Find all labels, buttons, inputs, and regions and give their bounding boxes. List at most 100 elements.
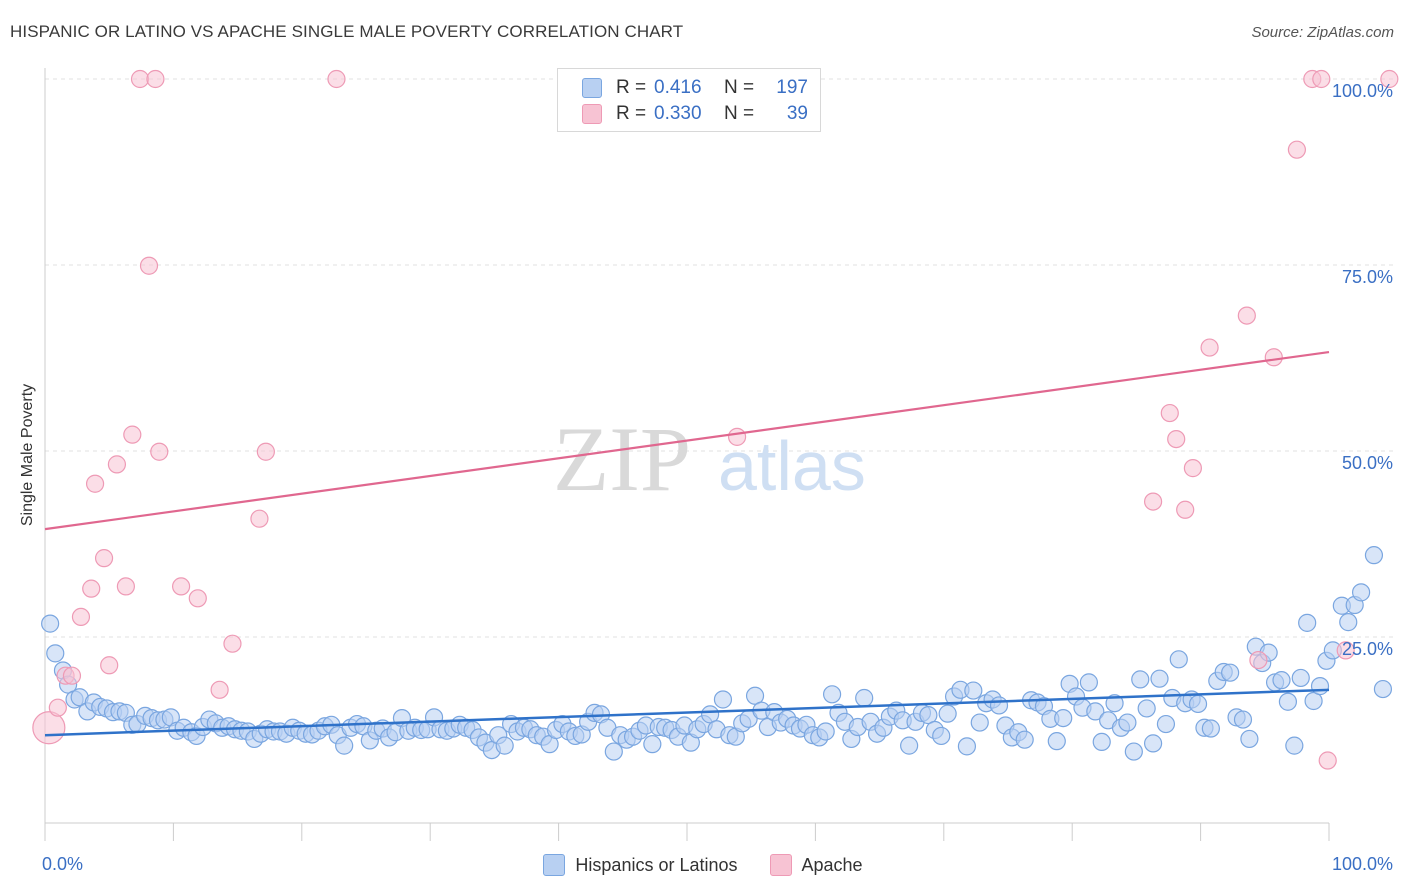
- hispanics-point: [1285, 736, 1304, 755]
- hispanics-point: [1291, 668, 1310, 688]
- apache-point: [100, 656, 119, 675]
- hispanics-point: [1047, 732, 1066, 751]
- apache-point: [1318, 751, 1337, 770]
- x-tick-label: 100.0%: [1332, 854, 1393, 874]
- n-label: N =: [724, 77, 755, 98]
- hispanics-point: [932, 726, 951, 746]
- apache-point: [327, 69, 346, 89]
- hispanics-point: [495, 736, 514, 755]
- watermark: ZIP atlas: [553, 408, 866, 510]
- hispanics-point: [41, 614, 60, 633]
- apache-point: [1287, 140, 1307, 159]
- legend-swatch-blue: [582, 78, 602, 98]
- legend-label-apache: Apache: [801, 854, 863, 875]
- apache-point: [256, 442, 275, 461]
- hispanics-point: [1339, 613, 1358, 632]
- hispanics-point: [1156, 714, 1176, 734]
- hispanics-point: [1240, 729, 1259, 749]
- apache-point: [1380, 69, 1399, 89]
- r-label: R =: [616, 77, 647, 98]
- apache-point: [210, 680, 229, 699]
- hispanics-point: [989, 696, 1009, 715]
- apache-point: [1176, 500, 1195, 519]
- apache-point: [139, 256, 159, 275]
- legend-swatch-pink: [582, 104, 602, 124]
- apache-point: [146, 69, 165, 89]
- trend-lines: [44, 350, 1330, 737]
- apache-point: [1160, 403, 1179, 423]
- apache-point: [62, 666, 82, 685]
- hispanics-point: [938, 704, 957, 723]
- apache-point: [1237, 306, 1256, 325]
- r-label: R =: [616, 103, 647, 124]
- apache-point: [1183, 459, 1202, 478]
- hispanics-point: [1364, 546, 1384, 565]
- series-apache-points: [32, 69, 1399, 770]
- apache-point: [116, 577, 135, 596]
- apache-trend-line: [44, 350, 1330, 531]
- axes: [44, 68, 1330, 841]
- legend-swatch-pink: [769, 854, 792, 876]
- apache-point: [82, 579, 101, 598]
- hispanics-point: [1079, 673, 1098, 692]
- hispanics-point: [1221, 663, 1240, 682]
- grid-lines: [45, 78, 1395, 638]
- apache-point: [1336, 641, 1355, 660]
- y-tick-label: 25.0%: [1342, 639, 1393, 659]
- hispanics-point: [1124, 742, 1143, 761]
- hispanics-trend-line: [44, 688, 1330, 737]
- apache-point: [1249, 650, 1268, 670]
- apache-point: [123, 425, 142, 444]
- n-label: N =: [724, 103, 755, 124]
- hispanics-point: [1143, 734, 1163, 753]
- apache-point: [150, 442, 169, 461]
- apache-point: [1264, 348, 1283, 367]
- apache-point: [727, 427, 747, 446]
- hispanics-point: [46, 644, 65, 663]
- watermark-zip: ZIP: [553, 408, 691, 510]
- hispanics-point: [1137, 699, 1156, 718]
- apache-point: [223, 634, 242, 653]
- hispanics-point: [1015, 730, 1034, 749]
- legend-item-hispanics: Hispanics or Latinos: [543, 854, 738, 876]
- hispanics-point: [1118, 713, 1137, 732]
- legend-row-apache: R = 0.330 N = 39: [582, 101, 808, 127]
- hispanics-point: [1086, 702, 1105, 721]
- hispanics-point: [1278, 692, 1298, 711]
- legend-label-hispanics: Hispanics or Latinos: [575, 854, 738, 875]
- chart-title: HISPANIC OR LATINO VS APACHE SINGLE MALE…: [10, 22, 684, 41]
- hispanics-point: [604, 742, 623, 761]
- legend-row-hispanics: R = 0.416 N = 197: [582, 75, 808, 101]
- hispanics-point: [1373, 679, 1393, 699]
- apache-point: [94, 549, 114, 568]
- hispanics-point: [964, 681, 983, 700]
- apache-point: [1312, 69, 1331, 89]
- apache-point: [250, 509, 269, 528]
- apache-point: [107, 455, 127, 474]
- series-hispanics-points: [41, 546, 1393, 761]
- apache-point: [172, 577, 191, 596]
- hispanics-point: [1272, 671, 1291, 690]
- hispanics-point: [1201, 719, 1220, 738]
- n-value: 197: [776, 77, 808, 98]
- hispanics-point: [1351, 583, 1371, 602]
- hispanics-point: [1233, 710, 1253, 729]
- hispanics-point: [1092, 732, 1111, 752]
- apache-point: [1167, 429, 1186, 449]
- apache-point: [71, 607, 91, 627]
- hispanics-point: [713, 690, 733, 709]
- apache-point: [48, 698, 67, 717]
- hispanics-point: [822, 685, 842, 704]
- hispanics-point: [1105, 694, 1124, 713]
- y-tick-label: 75.0%: [1342, 267, 1393, 287]
- hispanics-point: [855, 688, 874, 708]
- apache-point: [85, 474, 105, 493]
- x-tick-label: 0.0%: [42, 854, 83, 874]
- n-value: 39: [786, 103, 808, 124]
- series-legend: Hispanics or Latinos Apache: [0, 852, 1406, 878]
- r-value: 0.416: [654, 77, 702, 98]
- legend-item-apache: Apache: [769, 854, 863, 876]
- hispanics-point: [816, 722, 835, 741]
- hispanics-point: [1310, 677, 1330, 696]
